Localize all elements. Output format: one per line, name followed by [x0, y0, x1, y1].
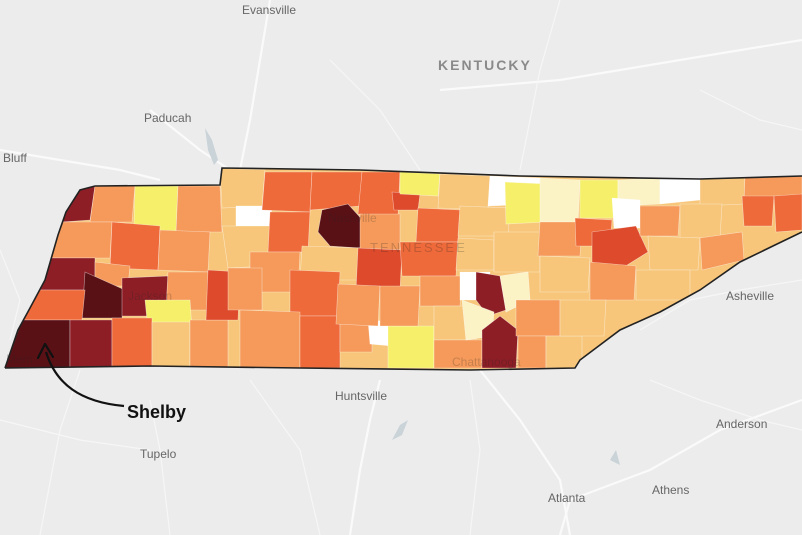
county[interactable] — [481, 315, 519, 369]
county[interactable] — [335, 283, 381, 327]
county[interactable] — [89, 185, 136, 223]
county[interactable] — [415, 207, 461, 243]
county[interactable] — [379, 285, 421, 327]
tennessee-state-outline — [4, 167, 802, 371]
state-label-kentucky: KENTUCKY — [438, 57, 532, 73]
county[interactable] — [399, 171, 441, 197]
place-label-atlanta: Atlanta — [548, 491, 586, 505]
county[interactable] — [437, 173, 491, 211]
county[interactable] — [635, 269, 691, 301]
county[interactable] — [419, 275, 463, 307]
callout-label: Shelby — [127, 402, 186, 422]
county[interactable] — [457, 205, 511, 237]
county[interactable] — [69, 319, 113, 369]
faded-label-memphis: Mem — [6, 352, 33, 366]
county[interactable] — [773, 193, 802, 233]
place-label-evansville: Evansville — [242, 3, 296, 17]
county[interactable] — [151, 321, 191, 369]
county[interactable] — [537, 221, 583, 257]
county[interactable] — [539, 255, 591, 293]
county[interactable] — [639, 205, 681, 237]
place-label-tupelo: Tupelo — [140, 447, 177, 461]
faded-label-chattanooga: Chattanooga — [452, 355, 521, 369]
county[interactable] — [611, 197, 641, 229]
basemap-water — [205, 128, 620, 465]
county[interactable] — [109, 221, 161, 271]
county[interactable] — [175, 185, 223, 233]
county[interactable] — [659, 177, 701, 205]
county[interactable] — [559, 299, 607, 337]
county[interactable] — [647, 235, 701, 271]
place-label-anderson: Anderson — [716, 417, 767, 431]
faded-labels: Mem Jackson Nashville TENNESSEE Chattano… — [6, 211, 521, 369]
callout-arrowhead — [36, 342, 55, 360]
county[interactable] — [679, 203, 723, 239]
basemap-labels: Evansville KENTUCKY Paducah Bluff Ashevi… — [3, 3, 774, 505]
county[interactable] — [261, 171, 313, 213]
county[interactable] — [515, 299, 561, 337]
faded-label-tennessee: TENNESSEE — [370, 240, 467, 255]
county[interactable] — [699, 175, 746, 207]
county[interactable] — [227, 267, 263, 311]
place-label-bluff: Bluff — [3, 151, 27, 165]
county[interactable] — [289, 269, 341, 317]
callout-arrow — [44, 351, 125, 408]
county[interactable] — [189, 319, 229, 369]
county[interactable] — [299, 315, 341, 369]
county[interactable] — [475, 271, 507, 317]
county[interactable] — [493, 231, 541, 273]
place-label-huntsville: Huntsville — [335, 389, 387, 403]
county[interactable] — [239, 309, 301, 369]
county[interactable] — [545, 335, 583, 369]
county[interactable] — [219, 168, 266, 209]
shelby-callout: Shelby — [36, 342, 186, 422]
tennessee-counties[interactable] — [0, 160, 802, 375]
county[interactable] — [591, 225, 649, 273]
county[interactable] — [387, 325, 435, 369]
county[interactable] — [539, 177, 581, 225]
county[interactable] — [741, 195, 775, 227]
county[interactable] — [589, 261, 637, 301]
county[interactable] — [517, 335, 547, 369]
place-label-athens: Athens — [652, 483, 689, 497]
place-label-asheville: Asheville — [726, 289, 774, 303]
county[interactable] — [157, 229, 211, 273]
place-label-paducah: Paducah — [144, 111, 191, 125]
county[interactable] — [111, 317, 153, 369]
faded-label-jackson: Jackson — [128, 289, 172, 303]
county[interactable] — [309, 171, 363, 211]
faded-label-nashville: Nashville — [328, 211, 377, 225]
